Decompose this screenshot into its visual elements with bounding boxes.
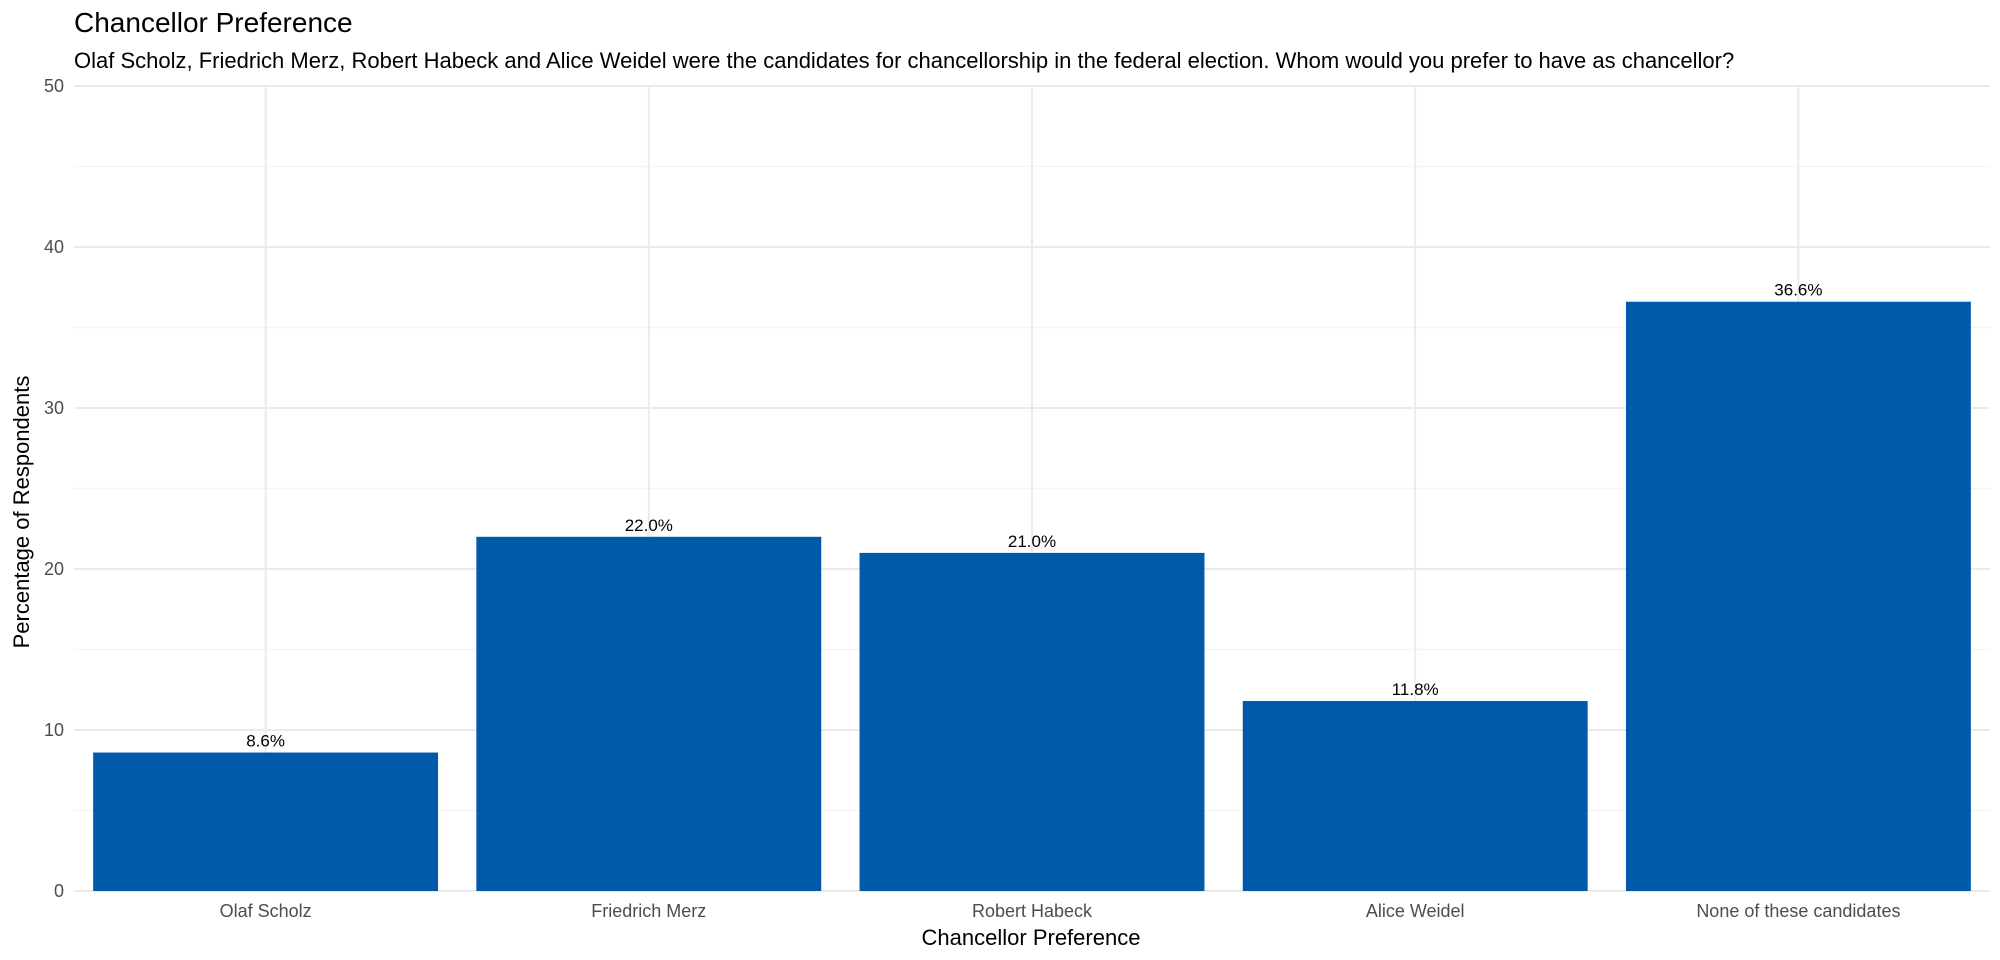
bar	[476, 536, 822, 891]
chart-title: Chancellor Preference	[74, 7, 353, 38]
y-tick-label: 40	[44, 237, 64, 257]
chart-subtitle: Olaf Scholz, Friedrich Merz, Robert Habe…	[74, 48, 1734, 73]
bars	[93, 301, 1971, 891]
y-tick-label: 0	[54, 881, 64, 901]
data-label: 36.6%	[1774, 281, 1822, 300]
data-label: 8.6%	[246, 732, 285, 751]
y-tick-label: 30	[44, 398, 64, 418]
bar	[859, 552, 1205, 891]
y-axis-title: Percentage of Respondents	[9, 376, 34, 649]
bar	[1242, 701, 1588, 891]
bar	[93, 752, 439, 891]
bar	[1625, 301, 1971, 891]
x-axis-title: Chancellor Preference	[922, 925, 1141, 950]
x-tick-label: Alice Weidel	[1366, 901, 1465, 921]
x-axis-ticks: Olaf Scholz Friedrich Merz Robert Habeck Al…	[220, 901, 1901, 921]
x-tick-label: Friedrich Merz	[591, 901, 706, 921]
data-label: 21.0%	[1008, 532, 1056, 551]
x-tick-label: Robert Habeck	[972, 901, 1093, 921]
y-tick-label: 20	[44, 559, 64, 579]
data-labels: 8.6% 22.0% 21.0% 11.8% 36.6%	[246, 281, 1822, 751]
x-tick-label: None of these candidates	[1696, 901, 1900, 921]
data-label: 22.0%	[625, 516, 673, 535]
y-axis-ticks: 0 10 20 30 40 50	[44, 76, 64, 901]
data-label: 11.8%	[1392, 680, 1439, 699]
x-tick-label: Olaf Scholz	[220, 901, 312, 921]
y-tick-label: 10	[44, 720, 64, 740]
y-tick-label: 50	[44, 76, 64, 96]
